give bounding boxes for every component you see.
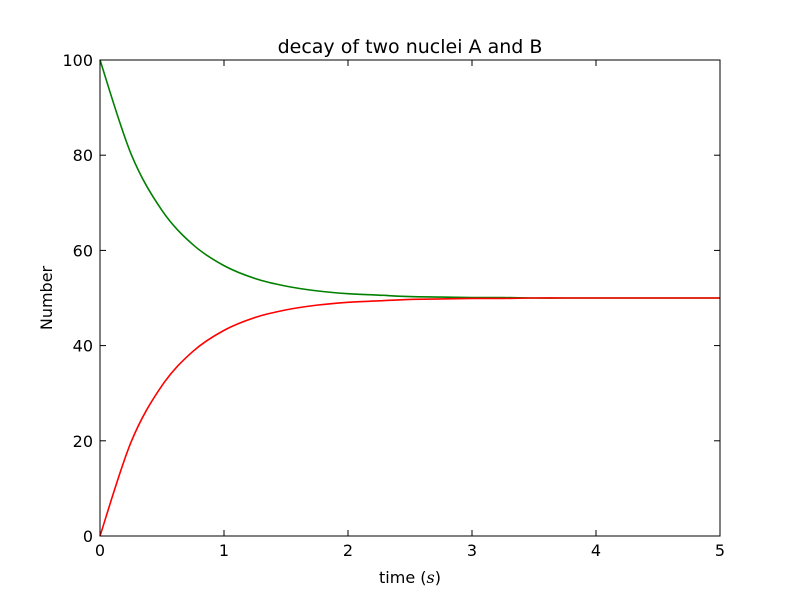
- x-tick-label: 3: [467, 541, 477, 560]
- x-tick-label: 5: [715, 541, 725, 560]
- ticks-group: 0 1 2 3 4 5 0 20 40 60 80 100: [62, 51, 725, 560]
- y-tick-label: 60: [73, 241, 93, 260]
- series-line-2: [99, 297, 720, 537]
- y-tick-label: 80: [73, 146, 93, 165]
- y-tick-label: 100: [62, 51, 93, 70]
- x-axis-label: time (s): [379, 568, 441, 587]
- x-tick-label: 1: [219, 541, 229, 560]
- y-tick-label: 0: [83, 527, 93, 546]
- x-axis-label-variable: s: [427, 568, 435, 587]
- y-tick-label: 40: [73, 337, 93, 356]
- plot-frame: [99, 59, 721, 537]
- x-axis-label-suffix: ): [435, 568, 441, 587]
- y-tick-label: 20: [73, 432, 93, 451]
- y-axis-label: Number: [37, 265, 56, 330]
- series-group: [99, 59, 720, 537]
- x-tick-label: 4: [591, 541, 601, 560]
- x-tick-label: 0: [95, 541, 105, 560]
- x-axis-label-prefix: time (: [379, 568, 426, 587]
- x-tick-label: 2: [343, 541, 353, 560]
- chart-title: decay of two nuclei A and B: [278, 36, 543, 58]
